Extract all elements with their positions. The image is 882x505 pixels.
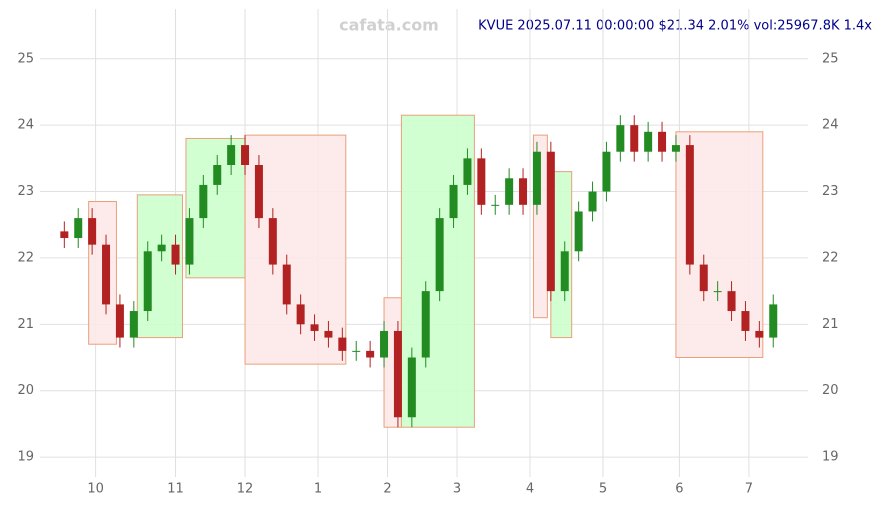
y-tick-label-right: 23 xyxy=(822,184,839,199)
candle-body xyxy=(185,218,194,265)
candle-body xyxy=(560,251,569,292)
zone xyxy=(185,137,246,279)
candle-body xyxy=(324,330,333,338)
candle-body xyxy=(699,264,708,292)
candle-body xyxy=(435,218,444,292)
y-tick-label-right: 21 xyxy=(822,317,839,332)
candle-body xyxy=(519,178,528,205)
candle-body xyxy=(157,244,166,252)
candle-body xyxy=(213,165,222,185)
candle-body xyxy=(296,304,305,325)
candle-body xyxy=(338,337,347,351)
watermark: cafata.com xyxy=(339,16,439,35)
candle-body xyxy=(171,244,180,265)
candle-body xyxy=(254,165,263,219)
x-tick-label: 5 xyxy=(599,482,607,497)
y-tick-label-right: 24 xyxy=(822,118,839,133)
y-tick-label-right: 19 xyxy=(822,450,839,465)
candle-body xyxy=(241,145,250,165)
candle-body xyxy=(741,311,750,331)
candle-body xyxy=(199,184,208,219)
candle-body xyxy=(421,291,430,358)
candle-body xyxy=(227,145,236,165)
x-tick-label: 3 xyxy=(453,482,461,497)
candle-body xyxy=(310,324,319,331)
candle-body xyxy=(115,304,124,338)
y-tick-label: 25 xyxy=(17,51,34,66)
chart-title: KVUE 2025.07.11 00:00:00 $21.34 2.01% vo… xyxy=(478,19,872,34)
candle-body xyxy=(352,350,361,352)
x-tick-label: 11 xyxy=(167,482,184,497)
candle-body xyxy=(532,151,541,205)
candle-body xyxy=(129,311,138,338)
candle-body xyxy=(407,357,416,418)
candle-body xyxy=(505,178,514,205)
x-tick-label: 1 xyxy=(314,482,322,497)
candle-body xyxy=(477,158,486,205)
candle-body xyxy=(380,330,389,358)
x-tick-label: 2 xyxy=(383,482,391,497)
y-tick-label-right: 25 xyxy=(822,51,839,66)
y-tick-label-right: 20 xyxy=(822,383,839,398)
y-tick-label: 22 xyxy=(17,250,34,265)
candle-body xyxy=(602,151,611,192)
candle-body xyxy=(588,191,597,212)
candle-body xyxy=(102,244,111,305)
y-tick-label: 21 xyxy=(17,317,34,332)
candle-body xyxy=(268,218,277,265)
y-tick-label: 23 xyxy=(17,184,34,199)
candle-body xyxy=(671,145,680,152)
candle-body xyxy=(88,218,97,245)
candle-body xyxy=(393,330,402,418)
candle-body xyxy=(769,304,778,338)
candle-body xyxy=(644,131,653,152)
x-tick-label: 4 xyxy=(526,482,534,497)
candle-body xyxy=(143,251,152,312)
y-tick-label: 24 xyxy=(17,118,34,133)
candle-body xyxy=(449,184,458,219)
candle-body xyxy=(74,218,83,239)
x-tick-label: 7 xyxy=(745,482,753,497)
candle-body xyxy=(713,291,722,293)
candle-body xyxy=(60,231,69,239)
candle-body xyxy=(727,291,736,312)
y-tick-label: 20 xyxy=(17,383,34,398)
y-tick-label: 19 xyxy=(17,450,34,465)
candle-body xyxy=(574,211,583,252)
candle-body xyxy=(282,264,291,305)
candle-body xyxy=(755,330,764,338)
candle-body xyxy=(685,145,694,265)
y-tick-label-right: 22 xyxy=(822,250,839,265)
candle-body xyxy=(463,158,472,185)
x-tick-label: 10 xyxy=(87,482,104,497)
candle-body xyxy=(366,350,375,358)
candle-body xyxy=(546,151,555,292)
candle-body xyxy=(616,125,625,152)
x-tick-label: 6 xyxy=(675,482,683,497)
candle-body xyxy=(630,125,639,152)
x-tick-label: 12 xyxy=(237,482,254,497)
candle-body xyxy=(491,204,500,206)
candle-body xyxy=(658,131,667,152)
